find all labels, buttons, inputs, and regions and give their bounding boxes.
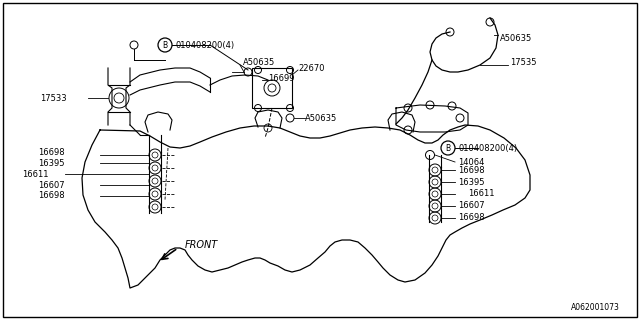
Text: 22670: 22670	[298, 63, 324, 73]
Text: 17533: 17533	[40, 93, 67, 102]
Text: A50635: A50635	[305, 114, 337, 123]
Text: 16607: 16607	[38, 180, 65, 189]
Bar	[252, 68, 292, 108]
Text: B: B	[163, 41, 168, 50]
Text: B: B	[445, 143, 451, 153]
Text: 16611: 16611	[22, 170, 49, 179]
Text: A50635: A50635	[243, 58, 275, 67]
Text: 010408200(4): 010408200(4)	[175, 41, 234, 50]
Text: 16395: 16395	[458, 178, 484, 187]
Text: 14064: 14064	[458, 157, 484, 166]
Text: 16611: 16611	[468, 189, 495, 198]
Text: A062001073: A062001073	[571, 303, 620, 313]
Text: 16698: 16698	[458, 165, 484, 174]
Text: 16699: 16699	[268, 74, 294, 83]
Text: 16698: 16698	[38, 148, 65, 156]
Text: 16395: 16395	[38, 158, 65, 167]
Text: 16698: 16698	[38, 191, 65, 201]
Text: 17535: 17535	[510, 58, 536, 67]
Text: 16607: 16607	[458, 202, 484, 211]
Text: 16698: 16698	[458, 213, 484, 222]
Text: FRONT: FRONT	[185, 240, 218, 250]
Text: A50635: A50635	[500, 34, 532, 43]
Text: 010408200(4): 010408200(4)	[458, 143, 517, 153]
